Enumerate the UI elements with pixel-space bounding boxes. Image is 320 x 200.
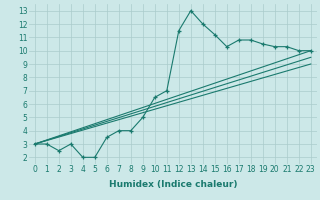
X-axis label: Humidex (Indice chaleur): Humidex (Indice chaleur) [108,180,237,189]
